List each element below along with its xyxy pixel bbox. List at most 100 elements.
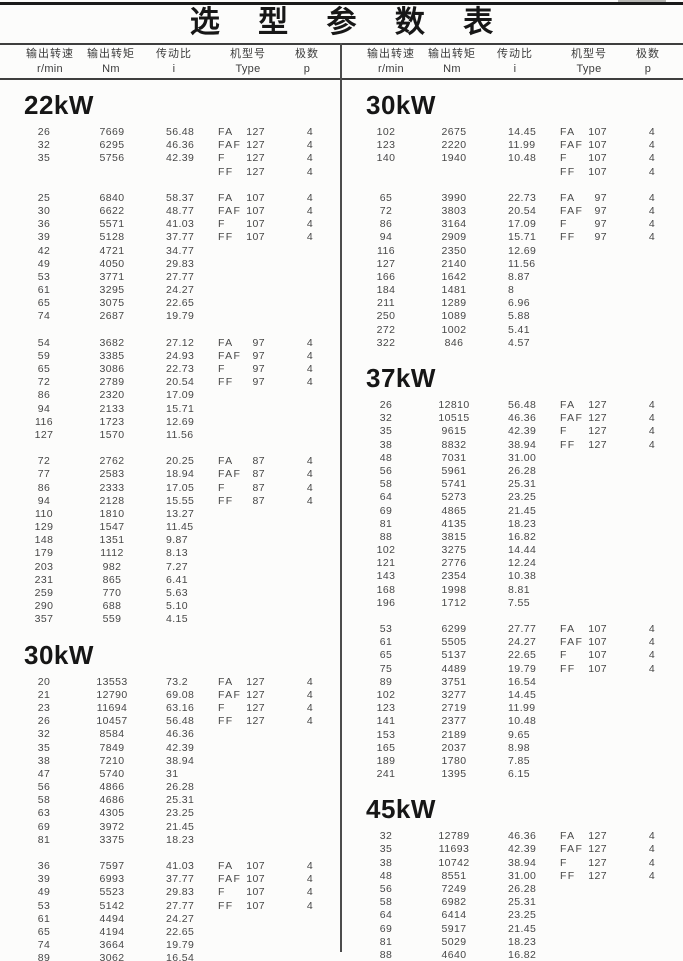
cell-torque: 1998: [441, 583, 467, 596]
spacer: [478, 742, 508, 755]
type-size: 107: [588, 649, 607, 662]
cell-torque: 4686: [99, 794, 125, 807]
spacer: [607, 324, 638, 337]
cell-ratio: 22.65: [508, 649, 537, 662]
cell-ratio: 41.03: [166, 218, 195, 231]
cell-type: [560, 518, 607, 531]
cell-poles: [296, 821, 324, 834]
spacer: [136, 755, 166, 768]
spacer: [607, 452, 638, 465]
row-group: 26 7669 56.48 FA 127 4 32 6295 46.36 FAF 127 4 35 575…: [0, 126, 341, 179]
table-row: 54 3682 27.12 FA 97 4: [0, 337, 341, 350]
spacer: [265, 702, 296, 715]
cell-poles: 4: [648, 649, 656, 662]
cell-torque: [430, 166, 478, 179]
type-size: 107: [588, 636, 607, 649]
cell-speed: 211: [377, 297, 395, 310]
cell-speed: 26: [37, 715, 51, 728]
cell-poles: 4: [648, 218, 656, 231]
cell-ratio: 41.03: [166, 860, 195, 872]
spacer: [478, 337, 508, 350]
cell-torque: 5961: [441, 464, 467, 477]
cell-ratio: 21.45: [508, 922, 537, 935]
cell-poles: [638, 465, 666, 478]
table-row: FF 107 4: [342, 166, 683, 179]
cell-ratio: [508, 166, 560, 179]
spacer: [478, 729, 508, 742]
cell-poles: [296, 728, 324, 741]
cell-type: [218, 613, 265, 626]
cell-poles: 4: [648, 231, 656, 244]
spacer: [136, 742, 166, 755]
cell-speed: 165: [376, 741, 396, 754]
type-prefix: FF: [218, 494, 234, 507]
table-row: 65 3086 22.73 F 97 4: [0, 363, 341, 376]
spacer: [478, 505, 508, 518]
cell-ratio: 20.25: [166, 455, 195, 468]
type-prefix: F: [560, 649, 568, 662]
spacer: [265, 547, 296, 560]
table-row: 123 2220 11.99 FAF 107 4: [342, 139, 683, 152]
table-row: 25 6840 58.37 FA 107 4: [0, 192, 341, 205]
spacer: [265, 689, 296, 702]
cell-type: [560, 491, 607, 504]
cell-speed: 64: [379, 909, 393, 922]
cell-speed: 54: [37, 336, 51, 349]
cell-speed: 81: [379, 935, 393, 948]
cell-speed: 94: [37, 402, 51, 415]
cell-ratio: 17.09: [166, 389, 195, 402]
type-prefix: FAF: [560, 843, 584, 856]
spacer: [478, 439, 508, 452]
cell-ratio: 4.57: [508, 336, 531, 349]
spacer: [136, 376, 166, 389]
cell-ratio: 31.00: [508, 451, 537, 464]
cell-torque: 2675: [441, 126, 467, 138]
spacer: [478, 166, 508, 179]
table-row: 116 1723 12.69: [0, 416, 341, 429]
table-row: 77 2583 18.94 FAF 87 4: [0, 468, 341, 481]
cell-poles: 4: [648, 623, 656, 635]
cell-type: FF 107: [218, 900, 265, 913]
cell-torque: 7210: [99, 754, 125, 767]
cell-type: [218, 821, 265, 834]
cell-speed: 121: [376, 557, 396, 570]
spacer: [478, 649, 508, 662]
cell-type: [560, 676, 607, 689]
cell-ratio: 56.48: [508, 399, 537, 411]
cell-torque: 5917: [441, 922, 467, 935]
cell-poles: [296, 389, 324, 402]
type-prefix: FA: [560, 830, 576, 843]
cell-ratio: 25.31: [508, 478, 537, 491]
cell-ratio: 15.71: [508, 231, 537, 244]
cell-torque: 6622: [99, 204, 125, 217]
spacer: [478, 544, 508, 557]
cell-type: [560, 297, 607, 310]
cell-speed: 20: [37, 675, 51, 688]
table-row: 26 10457 56.48 FF 127 4: [0, 715, 341, 728]
table-row: 110 1810 13.27: [0, 508, 341, 521]
spacer: [607, 702, 638, 715]
col-header-ratio-zh: 传动比: [156, 48, 192, 60]
cell-torque: 7031: [441, 451, 467, 464]
cell-ratio: 7.27: [166, 560, 189, 573]
type-prefix: FAF: [218, 873, 242, 886]
cell-speed: 322: [376, 336, 396, 349]
spacer: [265, 231, 296, 244]
cell-speed: 141: [376, 715, 396, 728]
type-size: 107: [246, 191, 265, 204]
cell-type: FF 127: [560, 439, 607, 452]
spacer: [478, 923, 508, 936]
section-title-37kW: 37kW: [366, 363, 436, 393]
cell-speed: 72: [37, 455, 51, 468]
cell-poles: [638, 689, 666, 702]
type-size: 97: [252, 336, 265, 349]
cell-type: [560, 702, 607, 715]
cell-poles: [638, 324, 666, 337]
cell-torque: 8832: [441, 438, 467, 451]
col-header-speed: 输出转速 r/min: [8, 47, 92, 76]
spacer: [478, 676, 508, 689]
table-row: 94 2909 15.71 FF 97 4: [342, 231, 683, 244]
cell-torque: 3375: [99, 833, 125, 846]
col-header-poles-zh: 极数: [295, 48, 319, 60]
